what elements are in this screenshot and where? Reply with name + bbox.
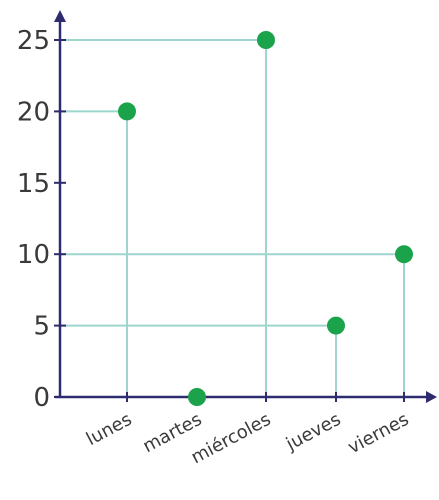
y-tick-label: 5 (33, 312, 50, 342)
data-point-jueves (327, 316, 345, 335)
y-ticks: 0 5 10 15 20 25 (17, 26, 66, 413)
x-axis-arrow (426, 391, 437, 403)
data-points (118, 31, 413, 406)
x-category-label: viernes (345, 409, 413, 458)
x-category-label: miércoles (188, 409, 275, 468)
y-tick-label: 0 (33, 383, 50, 413)
data-point-viernes (395, 245, 413, 264)
y-tick-label: 10 (17, 240, 50, 270)
data-point-miercoles (257, 31, 275, 49)
data-point-martes (188, 388, 206, 406)
guide-lines (60, 39, 405, 397)
x-category-label: jueves (282, 409, 344, 456)
y-tick-label: 25 (17, 26, 50, 56)
y-axis-arrow (54, 10, 66, 22)
x-category-label: lunes (83, 409, 135, 450)
y-tick-label: 15 (17, 169, 50, 199)
data-point-lunes (118, 102, 136, 121)
y-tick-label: 20 (17, 97, 50, 127)
